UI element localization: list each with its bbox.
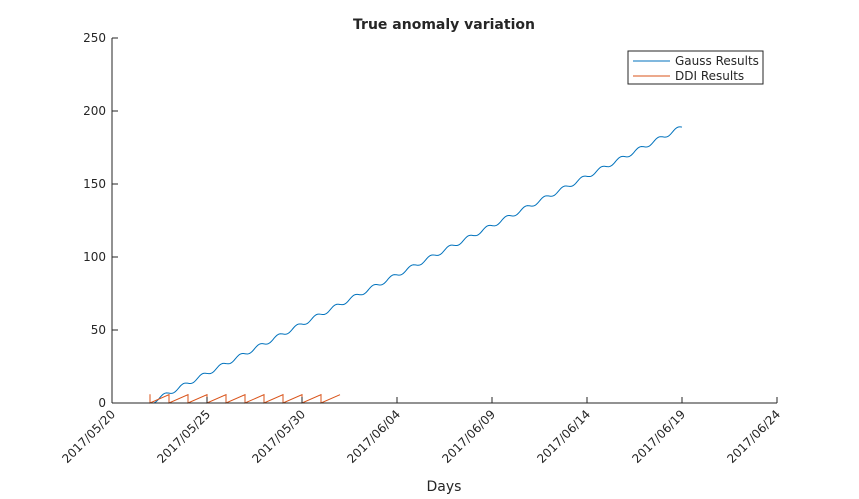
series-line-gauss bbox=[150, 126, 683, 404]
y-tick-label: 100 bbox=[83, 250, 106, 264]
chart-title: True anomaly variation bbox=[353, 17, 535, 33]
legend-box bbox=[627, 50, 764, 85]
y-tick-label: 200 bbox=[83, 104, 106, 118]
y-ticks: 0 50 100 150 200 250 bbox=[83, 31, 118, 410]
y-tick-label: 0 bbox=[98, 396, 106, 410]
x-axis-label: Days bbox=[427, 479, 462, 495]
legend-entry: DDI Results bbox=[675, 69, 744, 83]
y-tick-label: 50 bbox=[91, 323, 106, 337]
legend-entry: Gauss Results bbox=[675, 54, 759, 68]
axes bbox=[111, 38, 777, 404]
plot-area bbox=[112, 38, 777, 403]
y-tick-label: 150 bbox=[83, 177, 106, 191]
y-tick-label: 250 bbox=[83, 31, 106, 45]
